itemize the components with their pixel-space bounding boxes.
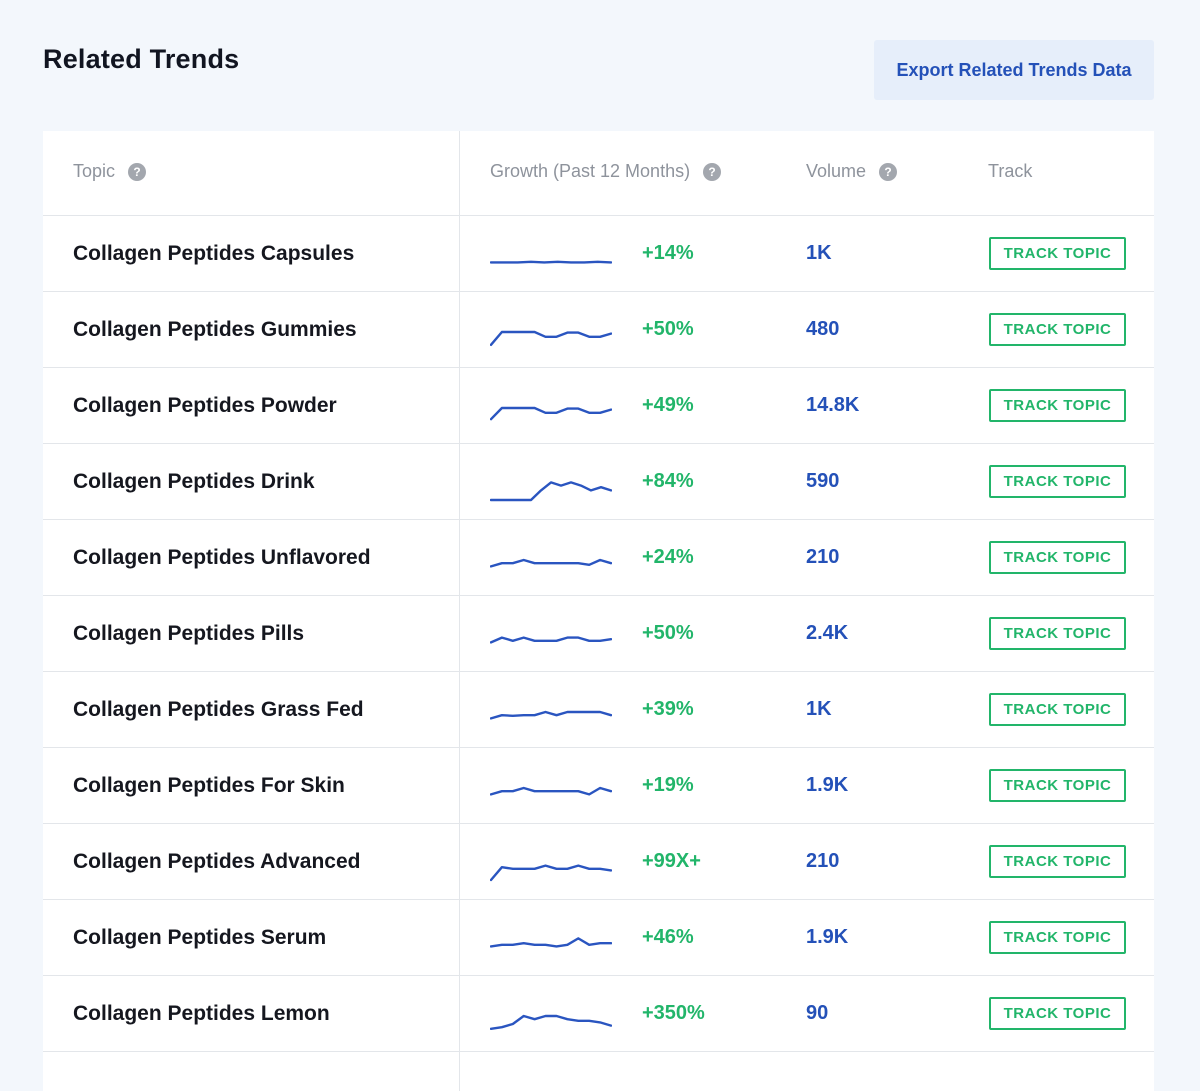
table-row[interactable]: Collagen Peptides Pills +50% 2.4K TRACK TOP…	[43, 596, 1154, 672]
column-header-track-label: Track	[988, 161, 1033, 181]
table-row[interactable]: Collagen Peptides Powder +49% 14.8K TRACK T…	[43, 368, 1154, 444]
growth-sparkline	[490, 710, 612, 720]
growth-value: +99X+	[642, 850, 701, 872]
page-title: Related Trends	[43, 44, 240, 74]
related-trends-table: Topic ? Growth (Past 12 Months) ? Volume…	[43, 131, 1154, 1091]
track-topic-button[interactable]: TRACK TOPIC	[989, 313, 1126, 346]
growth-sparkline	[490, 1014, 612, 1030]
volume-value: 90	[806, 1002, 829, 1024]
sparkline-series	[490, 558, 612, 568]
column-header-track: Track	[988, 161, 1032, 182]
sparkline-series	[490, 786, 612, 796]
growth-sparkline	[490, 864, 612, 882]
growth-sparkline	[490, 406, 612, 421]
track-topic-button[interactable]: TRACK TOPIC	[989, 921, 1126, 954]
track-topic-button[interactable]: TRACK TOPIC	[989, 617, 1126, 650]
growth-sparkline	[490, 558, 612, 568]
column-divider	[459, 131, 460, 1091]
table-row[interactable]: Collagen Peptides Grass Fed +39% 1K TRACK T…	[43, 672, 1154, 748]
track-topic-button[interactable]: TRACK TOPIC	[989, 237, 1126, 270]
sparkline-series	[490, 330, 612, 346]
growth-sparkline	[490, 260, 612, 264]
growth-sparkline	[490, 636, 612, 644]
sparkline-series	[490, 1014, 612, 1030]
table-row[interactable]: Collagen Peptides Drink +84% 590 TRACK TOPI…	[43, 444, 1154, 520]
topic-name[interactable]: Collagen Peptides Lemon	[73, 1001, 330, 1025]
growth-value: +39%	[642, 698, 694, 720]
volume-value: 1K	[806, 698, 832, 720]
topic-name[interactable]: Collagen Peptides Powder	[73, 393, 337, 417]
sparkline-series	[490, 636, 612, 644]
table-row[interactable]: Collagen Peptides Gummies +50% 480 TRACK TO…	[43, 292, 1154, 368]
track-topic-button[interactable]: TRACK TOPIC	[989, 389, 1126, 422]
topic-name[interactable]: Collagen Peptides Advanced	[73, 849, 361, 873]
growth-value: +350%	[642, 1002, 705, 1024]
column-header-volume-label: Volume	[806, 161, 867, 181]
growth-value: +50%	[642, 622, 694, 644]
topic-name[interactable]: Collagen Peptides For Skin	[73, 773, 345, 797]
track-topic-button[interactable]: TRACK TOPIC	[989, 693, 1126, 726]
column-header-volume: Volume ?	[806, 161, 898, 182]
table-row[interactable]: Collagen Peptides Serum +46% 1.9K TRACK TOP…	[43, 900, 1154, 976]
sparkline-series	[490, 481, 612, 502]
column-header-topic: Topic ?	[73, 161, 147, 182]
topic-name[interactable]: Collagen Peptides Capsules	[73, 241, 355, 265]
volume-value: 480	[806, 318, 840, 340]
sparkline-series	[490, 710, 612, 720]
topic-name[interactable]: Collagen Peptides Gummies	[73, 317, 357, 341]
topic-name[interactable]: Collagen Peptides Serum	[73, 925, 327, 949]
growth-value: +84%	[642, 470, 694, 492]
topic-name[interactable]: Collagen Peptides Drink	[73, 469, 315, 493]
table-row[interactable]: Collagen Peptides For Skin +19% 1.9K TRACK …	[43, 748, 1154, 824]
growth-help-icon[interactable]: ?	[703, 162, 722, 181]
topic-help-icon[interactable]: ?	[128, 162, 147, 181]
volume-help-icon[interactable]: ?	[879, 162, 898, 181]
growth-value: +49%	[642, 394, 694, 416]
sparkline-series	[490, 937, 612, 948]
track-topic-button[interactable]: TRACK TOPIC	[989, 845, 1126, 878]
volume-value: 210	[806, 546, 840, 568]
growth-value: +14%	[642, 242, 694, 264]
growth-value: +24%	[642, 546, 694, 568]
growth-sparkline	[490, 330, 612, 346]
volume-value: 2.4K	[806, 622, 849, 644]
column-header-topic-label: Topic	[73, 161, 116, 181]
volume-value: 1.9K	[806, 774, 849, 796]
track-topic-button[interactable]: TRACK TOPIC	[989, 465, 1126, 498]
track-topic-button[interactable]: TRACK TOPIC	[989, 541, 1126, 574]
track-topic-button[interactable]: TRACK TOPIC	[989, 769, 1126, 802]
sparkline-series	[490, 406, 612, 421]
volume-value: 590	[806, 470, 840, 492]
topic-name[interactable]: Collagen Peptides Pills	[73, 621, 305, 645]
table-row[interactable]: Collagen Peptides Unflavored +24% 210 TRACK…	[43, 520, 1154, 596]
growth-value: +19%	[642, 774, 694, 796]
track-topic-button[interactable]: TRACK TOPIC	[989, 997, 1126, 1030]
volume-value: 1.9K	[806, 926, 849, 948]
topic-name[interactable]: Collagen Peptides Grass Fed	[73, 697, 364, 721]
growth-sparkline	[490, 481, 612, 502]
export-related-trends-button[interactable]: Export Related Trends Data	[874, 40, 1154, 100]
volume-value: 14.8K	[806, 394, 860, 416]
column-header-growth-label: Growth (Past 12 Months)	[490, 161, 691, 181]
sparkline-series	[490, 864, 612, 882]
table-row[interactable]: Collagen Peptides Advanced +99X+ 210 TRACK …	[43, 824, 1154, 900]
table-row[interactable]: Collagen Peptides Capsules +14% 1K TRACK TO…	[43, 216, 1154, 292]
growth-value: +46%	[642, 926, 694, 948]
table-row[interactable]: Collagen Peptides Lemon +350% 90 TRACK TOPI…	[43, 976, 1154, 1052]
growth-value: +50%	[642, 318, 694, 340]
growth-sparkline	[490, 786, 612, 796]
sparkline-series	[490, 260, 612, 264]
volume-value: 1K	[806, 242, 832, 264]
volume-value: 210	[806, 850, 840, 872]
table-header: Topic ? Growth (Past 12 Months) ? Volume…	[43, 131, 1154, 216]
growth-sparkline	[490, 937, 612, 948]
topic-name[interactable]: Collagen Peptides Unflavored	[73, 545, 371, 569]
column-header-growth: Growth (Past 12 Months) ?	[490, 161, 722, 182]
